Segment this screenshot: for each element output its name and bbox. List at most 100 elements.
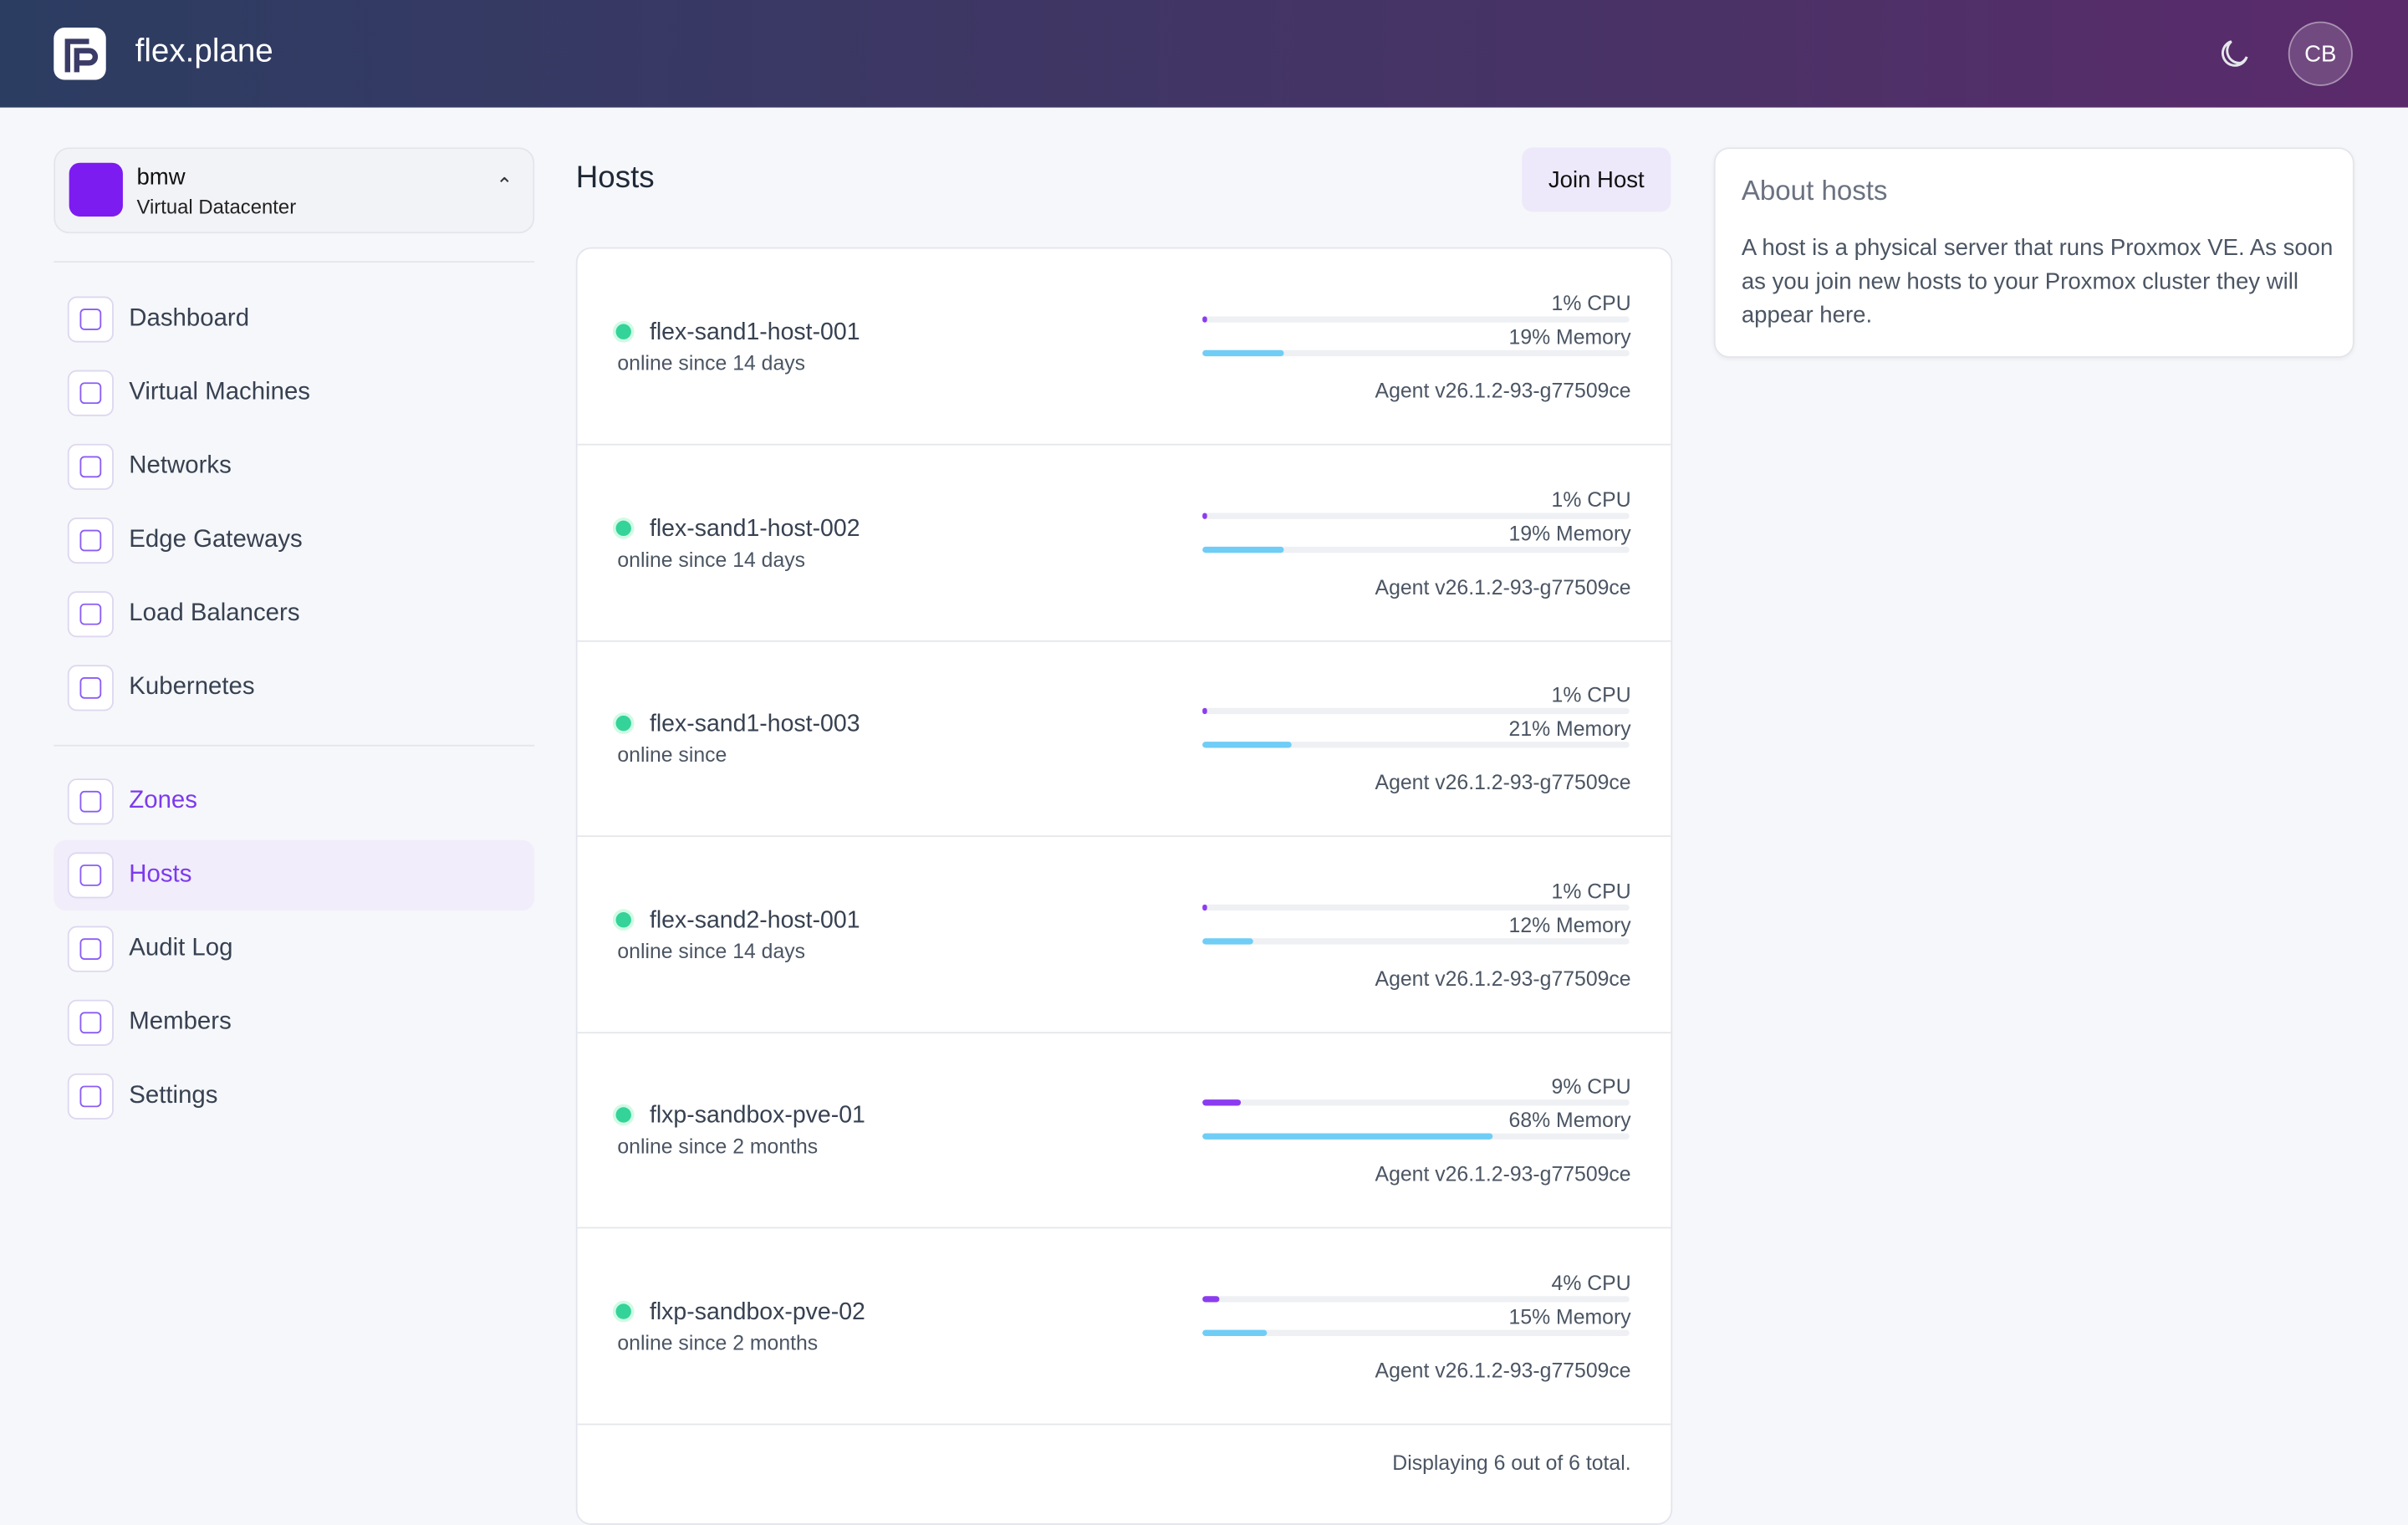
host-row[interactable]: flex-sand1-host-003 online since 1% CPU 21%…	[577, 640, 1671, 838]
memory-track	[1202, 742, 1630, 748]
nav-item[interactable]: Hosts	[54, 839, 535, 911]
host-name: flex-sand1-host-001	[649, 319, 860, 346]
memory-bar	[1202, 349, 1284, 357]
nav-icon	[67, 296, 114, 343]
cpu-label: 1% CPU	[1551, 879, 1631, 903]
agent-version: Agent v26.1.2-93-g77509ce	[1375, 967, 1631, 990]
host-name: flex-sand1-host-002	[649, 515, 860, 542]
memory-bar	[1202, 937, 1254, 944]
org-name: bmw	[136, 164, 186, 191]
theme-toggle[interactable]	[2217, 37, 2251, 70]
cpu-bar	[1202, 1295, 1220, 1302]
nav-label: Dashboard	[129, 305, 250, 332]
logo[interactable]	[52, 26, 107, 81]
nav-item[interactable]: Members	[54, 987, 534, 1058]
host-status: online since 2 months	[617, 1330, 819, 1354]
host-name: flxp-sandbox-pve-01	[649, 1102, 865, 1130]
separator	[54, 261, 535, 263]
memory-track	[1202, 349, 1630, 357]
nav-icon	[67, 852, 114, 899]
nav-item[interactable]: Audit Log	[54, 914, 534, 984]
join-host-button[interactable]: Join Host	[1522, 147, 1671, 212]
cpu-track	[1202, 512, 1630, 518]
nav-icon	[67, 665, 114, 711]
memory-label: 15% Memory	[1508, 1304, 1631, 1328]
cpu-track	[1202, 1295, 1630, 1302]
status-dot	[615, 324, 631, 339]
host-status: online since 14 days	[617, 547, 806, 571]
memory-bar	[1202, 1133, 1493, 1140]
brand: flex.plane	[135, 33, 273, 69]
separator	[54, 744, 535, 747]
agent-version: Agent v26.1.2-93-g77509ce	[1375, 1162, 1631, 1186]
cpu-track	[1202, 707, 1630, 715]
host-status: online since 14 days	[617, 939, 806, 962]
memory-bar	[1202, 1329, 1267, 1336]
host-name: flxp-sandbox-pve-02	[649, 1298, 865, 1325]
nav-label: Zones	[129, 788, 197, 814]
status-dot	[615, 715, 631, 732]
org-switcher[interactable]: bmw Virtual Datacenter ⌃	[54, 147, 535, 234]
memory-track	[1202, 937, 1630, 944]
cpu-track	[1202, 903, 1630, 910]
host-row[interactable]: flex-sand1-host-001 online since 14 days 1…	[577, 249, 1671, 446]
nav-label: Load Balancers	[129, 600, 300, 627]
memory-label: 21% Memory	[1508, 717, 1631, 741]
nav-label: Networks	[129, 452, 232, 480]
cpu-label: 1% CPU	[1551, 487, 1631, 511]
memory-track	[1202, 545, 1630, 553]
cpu-label: 4% CPU	[1551, 1270, 1631, 1294]
nav-item[interactable]: Kubernetes	[54, 653, 534, 723]
footer-text: Displaying 6 out of 6 total.	[1392, 1451, 1631, 1475]
nav-label: Virtual Machines	[129, 379, 310, 405]
nav-item[interactable]: Virtual Machines	[54, 358, 534, 428]
nav-item[interactable]: Networks	[54, 431, 534, 502]
cpu-bar	[1202, 707, 1207, 715]
status-dot	[615, 519, 631, 536]
nav-item[interactable]: Settings	[54, 1061, 534, 1131]
nav-icon	[67, 926, 114, 972]
nav-label: Kubernetes	[129, 674, 255, 701]
nav-icon	[67, 778, 114, 825]
nav-icon	[67, 517, 114, 564]
memory-label: 19% Memory	[1508, 521, 1631, 545]
memory-track	[1202, 1329, 1630, 1336]
host-row[interactable]: flxp-sandbox-pve-01 online since 2 months…	[577, 1032, 1671, 1229]
cpu-bar	[1202, 512, 1207, 518]
nav-label: Audit Log	[129, 935, 233, 961]
about-text: A host is a physical server that runs Pr…	[1741, 235, 2334, 329]
cpu-track	[1202, 316, 1630, 323]
status-dot	[615, 1107, 631, 1123]
page-title: Hosts	[575, 161, 655, 196]
avatar[interactable]: CB	[2288, 21, 2353, 86]
hosts-list: flex-sand1-host-001 online since 14 days 1…	[575, 247, 1673, 1525]
nav-icon	[67, 370, 114, 416]
cpu-label: 1% CPU	[1551, 291, 1631, 315]
host-status: online since 14 days	[617, 351, 806, 375]
nav-item[interactable]: Edge Gateways	[54, 505, 534, 575]
nav-item[interactable]: Dashboard	[54, 284, 534, 354]
nav-icon	[67, 1073, 114, 1120]
host-status: online since	[617, 742, 727, 767]
nav-item[interactable]: Zones	[54, 767, 534, 837]
agent-version: Agent v26.1.2-93-g77509ce	[1375, 574, 1631, 599]
status-dot	[615, 911, 631, 927]
memory-label: 12% Memory	[1508, 912, 1631, 936]
host-row[interactable]: flex-sand1-host-002 online since 14 days 1…	[577, 445, 1671, 641]
chevron: ⌃	[496, 173, 513, 197]
agent-version: Agent v26.1.2-93-g77509ce	[1375, 771, 1631, 794]
nav-item[interactable]: Load Balancers	[54, 579, 534, 649]
memory-bar	[1202, 742, 1293, 748]
memory-bar	[1202, 545, 1284, 553]
org-icon	[69, 162, 123, 217]
cpu-bar	[1202, 1099, 1242, 1106]
nav-label: Settings	[129, 1082, 218, 1109]
host-row[interactable]: flex-sand2-host-001 online since 14 days 1…	[577, 836, 1671, 1033]
host-name: flex-sand1-host-003	[649, 711, 860, 737]
cpu-bar	[1202, 903, 1207, 910]
about-title: About hosts	[1741, 175, 1888, 207]
cpu-track	[1202, 1099, 1630, 1106]
host-row[interactable]: flxp-sandbox-pve-02 online since 2 months…	[577, 1227, 1671, 1425]
cpu-label: 1% CPU	[1551, 683, 1631, 706]
